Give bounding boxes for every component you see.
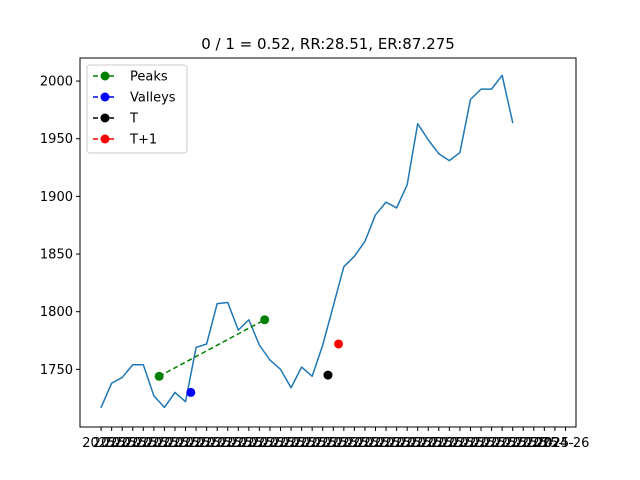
legend-t-1-label: T+1 xyxy=(129,133,157,148)
x-tick-label-20: 2025- xyxy=(293,436,331,451)
series-line-0 xyxy=(100,74,514,409)
y-tick-label-3: 1900 xyxy=(40,190,73,205)
x-tick-label-11: 2025- xyxy=(198,436,236,451)
x-tick-label-33: 2025- xyxy=(430,436,468,451)
x-tick-label-26: 2025- xyxy=(357,436,395,451)
series-layer xyxy=(100,74,514,409)
x-tick-label-24: 2025- xyxy=(335,436,373,451)
x-tick-label-10: 2025- xyxy=(188,436,226,451)
x-tick-label-5: 2025- xyxy=(135,436,173,451)
x-tick-label-32: 2025- xyxy=(420,436,458,451)
x-tick-label-44: 2024-26 xyxy=(535,436,589,451)
x-tick-label-22: 2025- xyxy=(314,436,352,451)
legend-peaks-label: Peaks xyxy=(130,70,168,85)
x-tick-label-25: 2025- xyxy=(346,436,384,451)
x-tick-label-9: 2025- xyxy=(177,436,215,451)
x-tick-label-34: 2025- xyxy=(441,436,479,451)
legend-box xyxy=(86,64,188,154)
t-1-marker-0 xyxy=(334,339,344,349)
legend-t-label: T xyxy=(129,112,138,127)
x-tick-label-14: 2025- xyxy=(230,436,268,451)
peaks-marker-0 xyxy=(154,371,164,381)
legend-valleys-label: Valleys xyxy=(130,91,176,106)
x-tick-label-3: 2025- xyxy=(114,436,152,451)
legend-t-swatch-marker xyxy=(100,113,110,123)
t-marker-0 xyxy=(323,370,333,380)
x-tick-label-2: 2025- xyxy=(103,436,141,451)
peaks-dashed-line xyxy=(158,319,266,377)
x-tick-label-16: 2025- xyxy=(251,436,289,451)
x-tick-label-19: 2025- xyxy=(283,436,321,451)
x-tick-label-6: 2025- xyxy=(146,436,184,451)
x-tick-label-18: 2025- xyxy=(272,436,310,451)
x-tick-label-38: 2025- xyxy=(483,436,521,451)
x-tick-label-21: 2025- xyxy=(304,436,342,451)
legend-t-1-swatch-marker xyxy=(100,134,110,144)
x-tick-label-17: 2025- xyxy=(262,436,300,451)
plot-frame xyxy=(79,57,577,428)
x-tick-label-35: 2025- xyxy=(452,436,490,451)
x-tick-label-12: 2025- xyxy=(209,436,247,451)
x-tick-label-23: 2025- xyxy=(325,436,363,451)
x-tick-label-0: 2025- xyxy=(82,436,120,451)
x-tick-label-40: 2025- xyxy=(504,436,542,451)
axes-layer: 1750180018501900195020002025-2025-2025-2… xyxy=(40,57,589,451)
x-tick-label-31: 2025- xyxy=(409,436,447,451)
y-tick-label-5: 2000 xyxy=(40,75,73,90)
x-tick-label-29: 2025- xyxy=(388,436,426,451)
x-tick-label-8: 2025- xyxy=(167,436,205,451)
x-tick-label-13: 2025- xyxy=(219,436,257,451)
x-tick-label-15: 2025- xyxy=(241,436,279,451)
y-tick-label-0: 1750 xyxy=(40,363,73,378)
y-tick-label-2: 1850 xyxy=(40,248,73,263)
x-tick-label-28: 2025- xyxy=(378,436,416,451)
x-tick-label-37: 2025- xyxy=(473,436,511,451)
x-tick-label-30: 2025- xyxy=(399,436,437,451)
x-tick-label-43: 2025- xyxy=(536,436,574,451)
chart-title: 0 / 1 = 0.52, RR:28.51, ER:87.275 xyxy=(201,35,455,53)
x-tick-label-1: 2025- xyxy=(93,436,131,451)
peaks-marker-1 xyxy=(260,315,270,325)
legend: Peaks Valleys T T+1 xyxy=(86,64,188,154)
markers-layer xyxy=(154,315,344,397)
legend-valleys-swatch-marker xyxy=(100,92,110,102)
x-tick-label-27: 2025- xyxy=(367,436,405,451)
x-tick-label-42: 2025- xyxy=(525,436,563,451)
x-tick-label-41: 2025- xyxy=(515,436,553,451)
y-tick-label-1: 1800 xyxy=(40,305,73,320)
legend-peaks-swatch-marker xyxy=(100,71,110,81)
x-tick-label-36: 2025- xyxy=(462,436,500,451)
y-tick-label-4: 1950 xyxy=(40,132,73,147)
x-tick-label-39: 2025- xyxy=(494,436,532,451)
valleys-marker-0 xyxy=(186,387,196,397)
x-tick-label-4: 2025- xyxy=(124,436,162,451)
x-tick-label-7: 2025- xyxy=(156,436,194,451)
